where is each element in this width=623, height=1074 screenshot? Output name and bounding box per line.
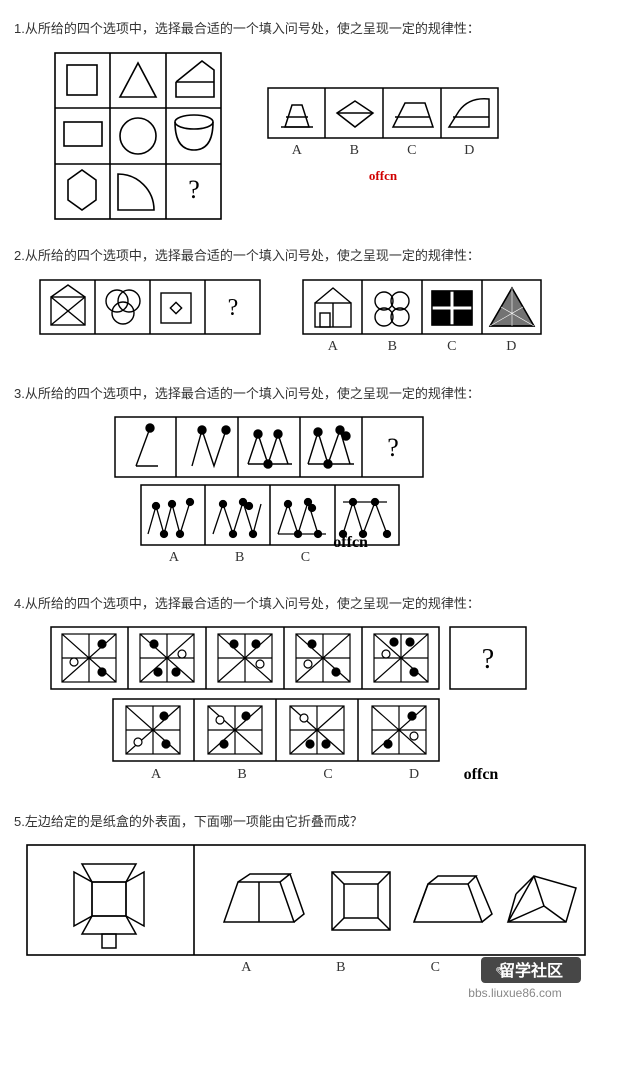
- q1-options: [267, 87, 499, 139]
- label-b: B: [327, 141, 383, 160]
- q4-seq: ?: [50, 626, 528, 690]
- label-d: D: [483, 337, 541, 356]
- q2-labels: A B C D: [304, 337, 540, 356]
- q4-options: [112, 698, 440, 762]
- q4-labels: A B C D offcn: [114, 764, 504, 785]
- q2-seq: ?: [39, 279, 261, 335]
- label-d: D: [372, 764, 456, 785]
- label-a: A: [142, 548, 206, 567]
- label-c: C: [384, 141, 440, 160]
- label-b: B: [364, 337, 422, 356]
- q4-text: 4.从所给的四个选项中，选择最合适的一个填入问号处，使之呈现一定的规律性：: [14, 593, 609, 612]
- label-c: C: [286, 764, 370, 785]
- q2-options: [302, 279, 542, 335]
- offcn-black: offcn: [464, 766, 499, 783]
- label-d: D: [442, 141, 498, 160]
- q1-text: 1.从所给的四个选项中，选择最合适的一个填入问号处，使之呈现一定的规律性：: [14, 18, 609, 37]
- qmark: ?: [228, 295, 239, 321]
- qmark: ?: [387, 433, 399, 462]
- qmark: ?: [188, 175, 200, 204]
- q5-text: 5.左边给定的是纸盒的外表面，下面哪一项能由它折叠而成？: [14, 811, 609, 830]
- label-a: A: [114, 764, 198, 785]
- offcn-black: offcn: [333, 534, 368, 552]
- q2-text: 2.从所给的四个选项中，选择最合适的一个填入问号处，使之呈现一定的规律性：: [14, 245, 609, 264]
- label-b: B: [200, 764, 284, 785]
- label-b: B: [208, 548, 272, 567]
- footer-text1: 留学社区: [499, 961, 563, 980]
- label-a: A: [269, 141, 325, 160]
- svg-text:✎: ✎: [495, 964, 507, 980]
- label-b: B: [295, 958, 388, 977]
- footer-text2: bbs.liuxue86.com: [468, 986, 561, 1000]
- q3-labels: A B C offcn: [142, 548, 398, 567]
- footer-watermark: 留学社区 bbs.liuxue86.com ✎: [445, 955, 585, 1001]
- qmark: ?: [482, 644, 494, 675]
- q1-grid: ?: [54, 52, 222, 220]
- label-a: A: [200, 958, 293, 977]
- q3-text: 3.从所给的四个选项中，选择最合适的一个填入问号处，使之呈现一定的规律性：: [14, 383, 609, 402]
- label-c: C: [423, 337, 481, 356]
- q5-figure: A B C 留学社区 bbs.liuxue86.com ✎: [26, 844, 609, 1015]
- offcn-red: offcn: [267, 168, 499, 184]
- q4-figure: ? A B: [50, 626, 609, 787]
- q2-figure: ?: [14, 278, 609, 359]
- q3-figure: ?: [114, 416, 609, 569]
- q3-seq: ?: [114, 416, 424, 478]
- q1-figure: ?: [14, 51, 609, 221]
- label-a: A: [304, 337, 362, 356]
- q1-labels: A B C D: [269, 141, 497, 160]
- q5-panel: [26, 844, 586, 956]
- label-c: C: [274, 548, 338, 567]
